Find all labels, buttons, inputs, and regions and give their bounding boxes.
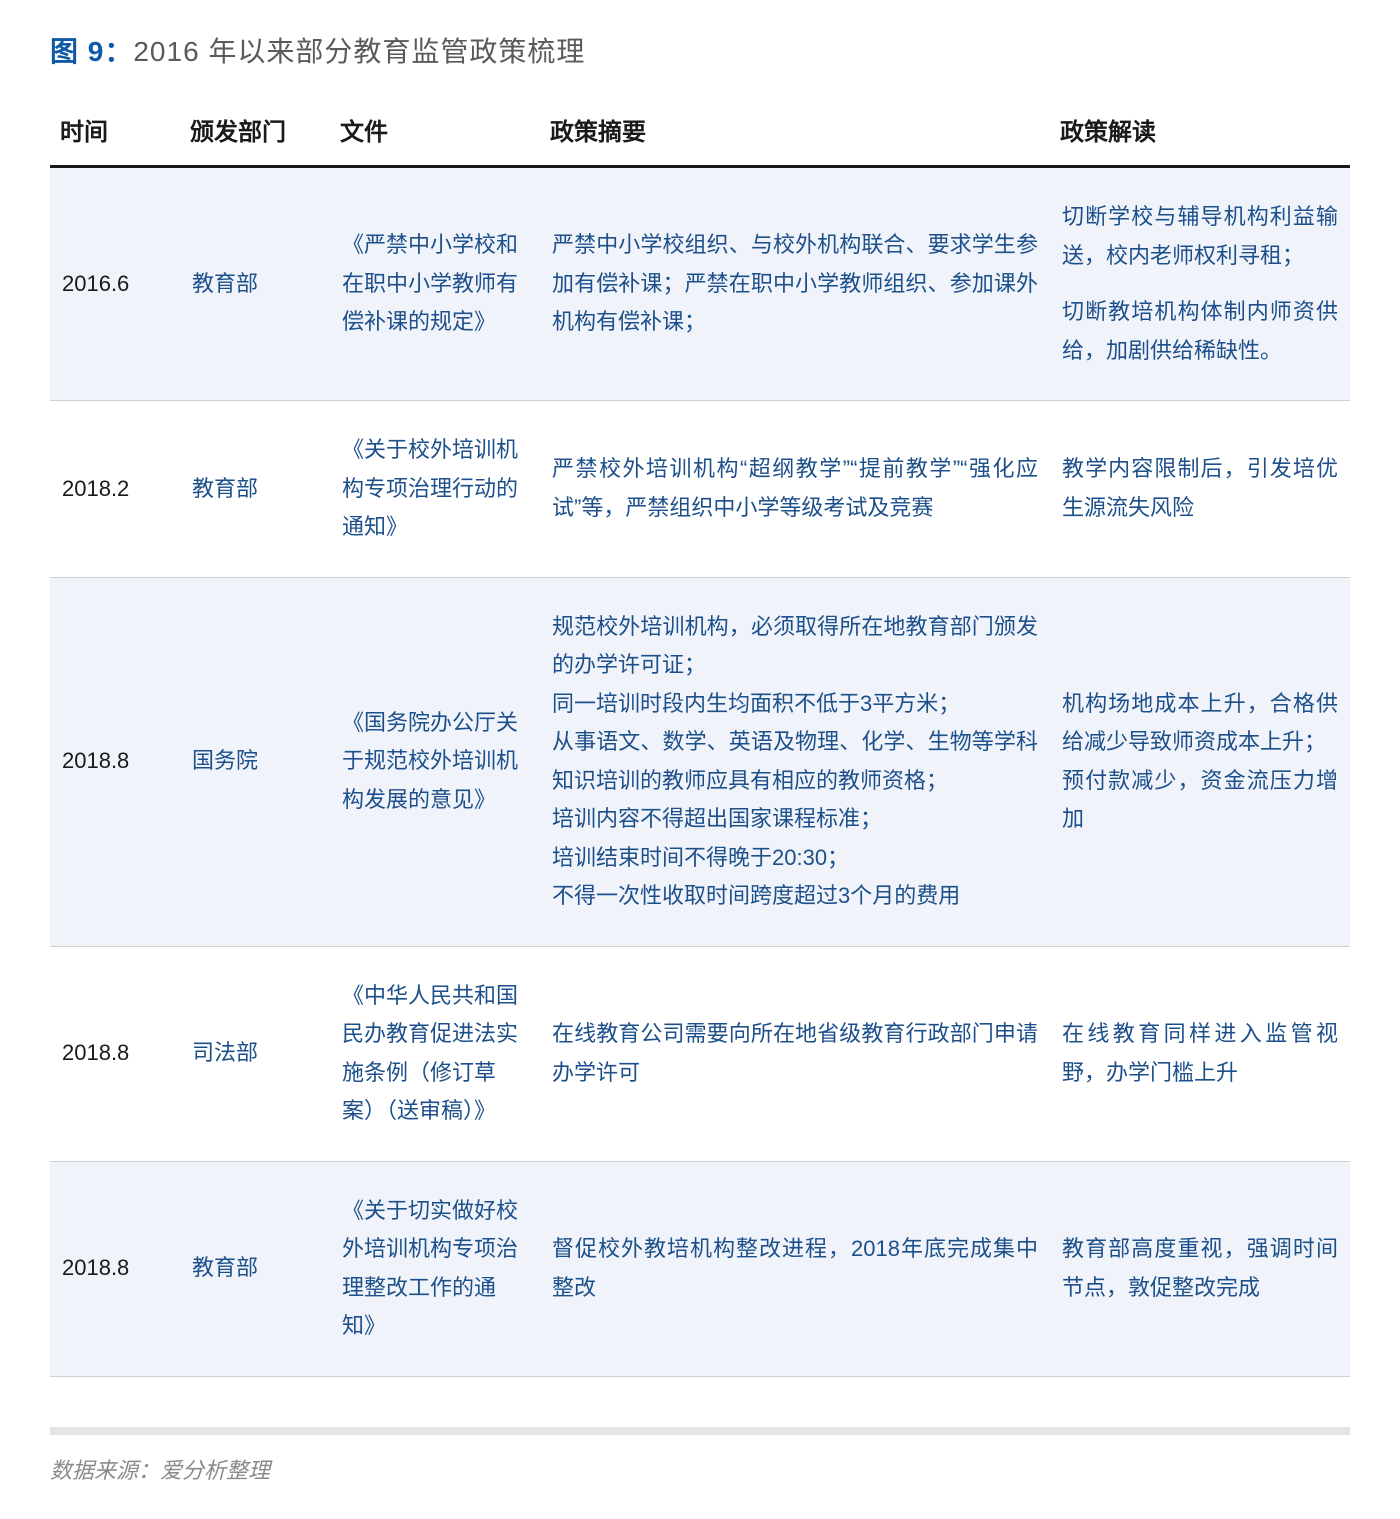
cell-dept: 教育部: [180, 167, 330, 401]
col-header-doc: 文件: [330, 98, 540, 167]
cell-doc: 《严禁中小学校和在职中小学教师有偿补课的规定》: [330, 167, 540, 401]
cell-time: 2018.8: [50, 946, 180, 1161]
policy-table: 时间 颁发部门 文件 政策摘要 政策解读 2016.6教育部《严禁中小学校和在职…: [50, 98, 1350, 1377]
cell-doc: 《关于切实做好校外培训机构专项治理整改工作的通知》: [330, 1161, 540, 1376]
cell-dept: 教育部: [180, 401, 330, 578]
cell-interpretation: 机构场地成本上升，合格供给减少导致师资成本上升；预付款减少，资金流压力增加: [1050, 577, 1350, 946]
source-separator: [50, 1427, 1350, 1435]
table-row: 2018.8司法部《中华人民共和国民办教育促进法实施条例（修订草案）（送审稿）》…: [50, 946, 1350, 1161]
cell-interpretation: 教育部高度重视，强调时间节点，敦促整改完成: [1050, 1161, 1350, 1376]
data-source: 数据来源：爱分析整理: [50, 1435, 1350, 1489]
cell-dept: 国务院: [180, 577, 330, 946]
cell-doc: 《中华人民共和国民办教育促进法实施条例（修订草案）（送审稿）》: [330, 946, 540, 1161]
table-row: 2018.8教育部《关于切实做好校外培训机构专项治理整改工作的通知》督促校外教培…: [50, 1161, 1350, 1376]
figure-label: 图 9：: [50, 36, 133, 67]
table-row: 2018.8国务院《国务院办公厅关于规范校外培训机构发展的意见》规范校外培训机构…: [50, 577, 1350, 946]
table-header-row: 时间 颁发部门 文件 政策摘要 政策解读: [50, 98, 1350, 167]
cell-summary: 严禁校外培训机构“超纲教学”“提前教学”“强化应试”等，严禁组织中小学等级考试及…: [540, 401, 1050, 578]
cell-summary: 在线教育公司需要向所在地省级教育行政部门申请办学许可: [540, 946, 1050, 1161]
cell-summary: 督促校外教培机构整改进程，2018年底完成集中整改: [540, 1161, 1050, 1376]
cell-time: 2016.6: [50, 167, 180, 401]
col-header-time: 时间: [50, 98, 180, 167]
cell-interpretation: 教学内容限制后，引发培优生源流失风险: [1050, 401, 1350, 578]
col-header-summary: 政策摘要: [540, 98, 1050, 167]
cell-doc: 《国务院办公厅关于规范校外培训机构发展的意见》: [330, 577, 540, 946]
policy-table-body: 2016.6教育部《严禁中小学校和在职中小学教师有偿补课的规定》严禁中小学校组织…: [50, 167, 1350, 1377]
cell-dept: 司法部: [180, 946, 330, 1161]
cell-time: 2018.8: [50, 577, 180, 946]
table-row: 2016.6教育部《严禁中小学校和在职中小学教师有偿补课的规定》严禁中小学校组织…: [50, 167, 1350, 401]
cell-interpretation: 切断学校与辅导机构利益输送，校内老师权利寻租；切断教培机构体制内师资供给，加剧供…: [1050, 167, 1350, 401]
cell-dept: 教育部: [180, 1161, 330, 1376]
col-header-dept: 颁发部门: [180, 98, 330, 167]
table-row: 2018.2教育部《关于校外培训机构专项治理行动的通知》严禁校外培训机构“超纲教…: [50, 401, 1350, 578]
col-header-interpretation: 政策解读: [1050, 98, 1350, 167]
cell-time: 2018.2: [50, 401, 180, 578]
cell-time: 2018.8: [50, 1161, 180, 1376]
cell-summary: 规范校外培训机构，必须取得所在地教育部门颁发的办学许可证；同一培训时段内生均面积…: [540, 577, 1050, 946]
cell-doc: 《关于校外培训机构专项治理行动的通知》: [330, 401, 540, 578]
cell-summary: 严禁中小学校组织、与校外机构联合、要求学生参加有偿补课；严禁在职中小学教师组织、…: [540, 167, 1050, 401]
cell-interpretation: 在线教育同样进入监管视野，办学门槛上升: [1050, 946, 1350, 1161]
figure-title: 图 9：2016 年以来部分教育监管政策梳理: [50, 30, 1350, 70]
figure-title-text: 2016 年以来部分教育监管政策梳理: [133, 36, 585, 67]
